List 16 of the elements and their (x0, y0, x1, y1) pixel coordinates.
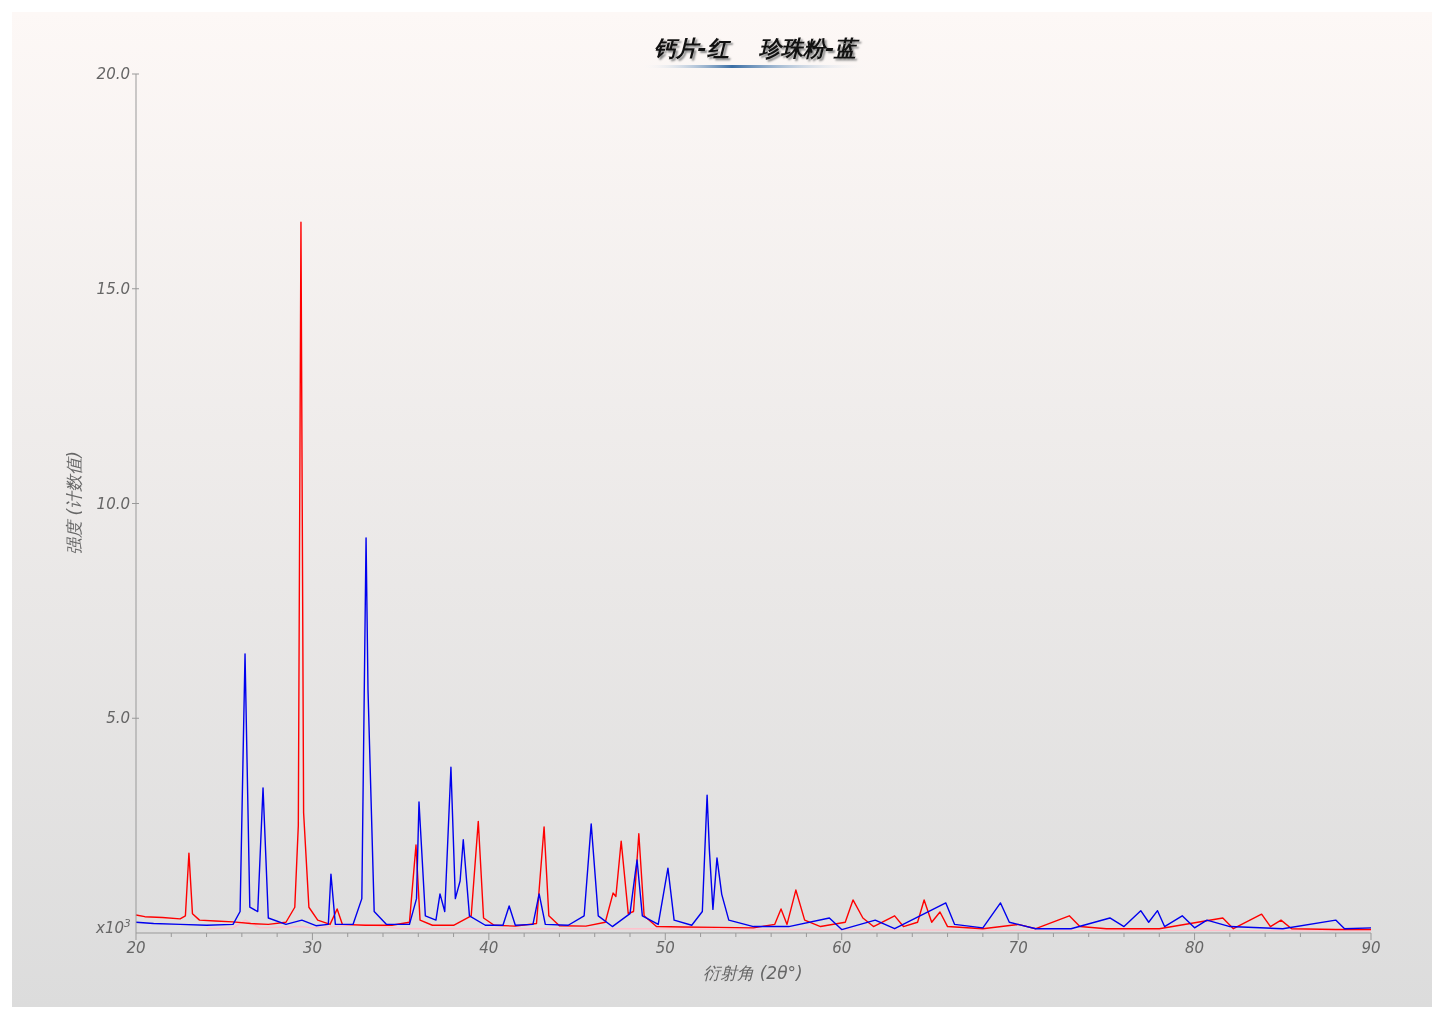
x-tick-label: 80 (1185, 939, 1205, 957)
x-tick-label: 20 (126, 939, 146, 957)
y-tick-label: 20.0 (96, 65, 130, 83)
x-tick-label: 30 (302, 939, 322, 957)
x-tick-label: 90 (1361, 939, 1381, 957)
y-tick-label: 15.0 (96, 279, 130, 298)
y-tick-label: 5.0 (106, 709, 130, 728)
x-tick-label: 40 (479, 939, 499, 957)
x-tick-label: 60 (832, 939, 852, 957)
x-axis-title: 衍射角 (2θ°) (703, 963, 803, 983)
x-tick-label: 70 (1008, 939, 1028, 957)
x-tick-label: 50 (655, 939, 675, 957)
text: x10$^{3}$ (95, 917, 131, 937)
y-axis-title: 强度 (计数值) (64, 451, 84, 555)
y-tick-label: 10.0 (96, 494, 130, 513)
chart-title: 钙片-红 珍珠粉-蓝 (653, 36, 861, 61)
